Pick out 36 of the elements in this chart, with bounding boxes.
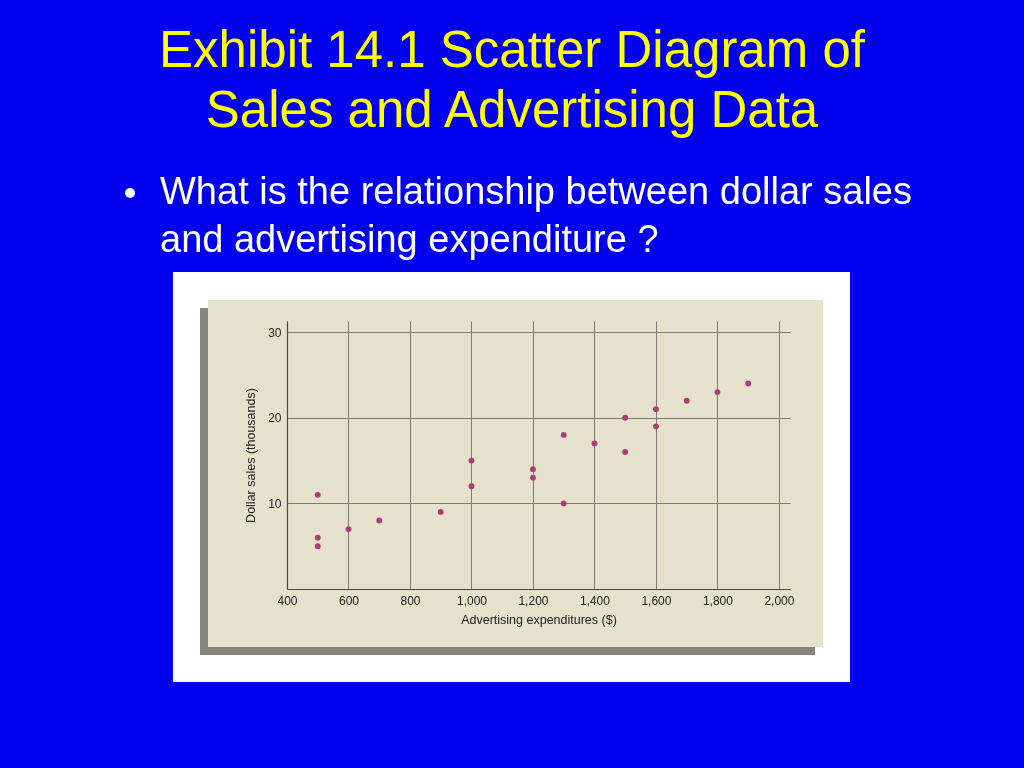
point xyxy=(653,423,659,430)
point xyxy=(468,457,475,464)
point xyxy=(622,414,629,421)
point xyxy=(591,440,598,447)
x-tick-label: 1,800 xyxy=(702,593,734,608)
point xyxy=(468,483,475,490)
x-axis-title: Advertising expenditures ($) xyxy=(461,612,617,627)
point xyxy=(560,500,567,507)
point xyxy=(345,526,352,532)
point xyxy=(437,509,444,515)
point xyxy=(314,534,321,541)
x-tick-label: 1,600 xyxy=(641,593,672,608)
x-tick-label: 1,400 xyxy=(579,593,611,608)
x-tick-label: 400 xyxy=(277,593,298,608)
point xyxy=(530,466,536,473)
x-tick-label: 2,000 xyxy=(764,593,795,608)
point xyxy=(376,517,383,524)
point xyxy=(714,389,721,395)
y-tick-label: 30 xyxy=(268,325,282,340)
point xyxy=(745,380,752,387)
point xyxy=(530,474,536,481)
point xyxy=(560,431,567,438)
chart-subtitle: What is the relationship between dollar sales and advertising expenditure ? xyxy=(160,169,913,262)
x-tick-label: 1,200 xyxy=(518,593,549,608)
chart-title: Exhibit 14.1 Scatter Diagram of Sales and Advertising Data xyxy=(158,20,866,140)
x-tick-label: 1,000 xyxy=(456,593,488,608)
y-tick-label: 10 xyxy=(268,496,282,511)
point xyxy=(653,406,659,413)
point xyxy=(314,491,321,498)
x-tick-label: 600 xyxy=(338,593,360,608)
point xyxy=(622,449,629,455)
x-tick-label: 800 xyxy=(400,593,421,608)
y-tick-label: 20 xyxy=(268,411,282,426)
point xyxy=(314,543,321,550)
y-axis-title: Dollar sales (thousands) xyxy=(244,388,259,523)
point xyxy=(683,397,690,404)
